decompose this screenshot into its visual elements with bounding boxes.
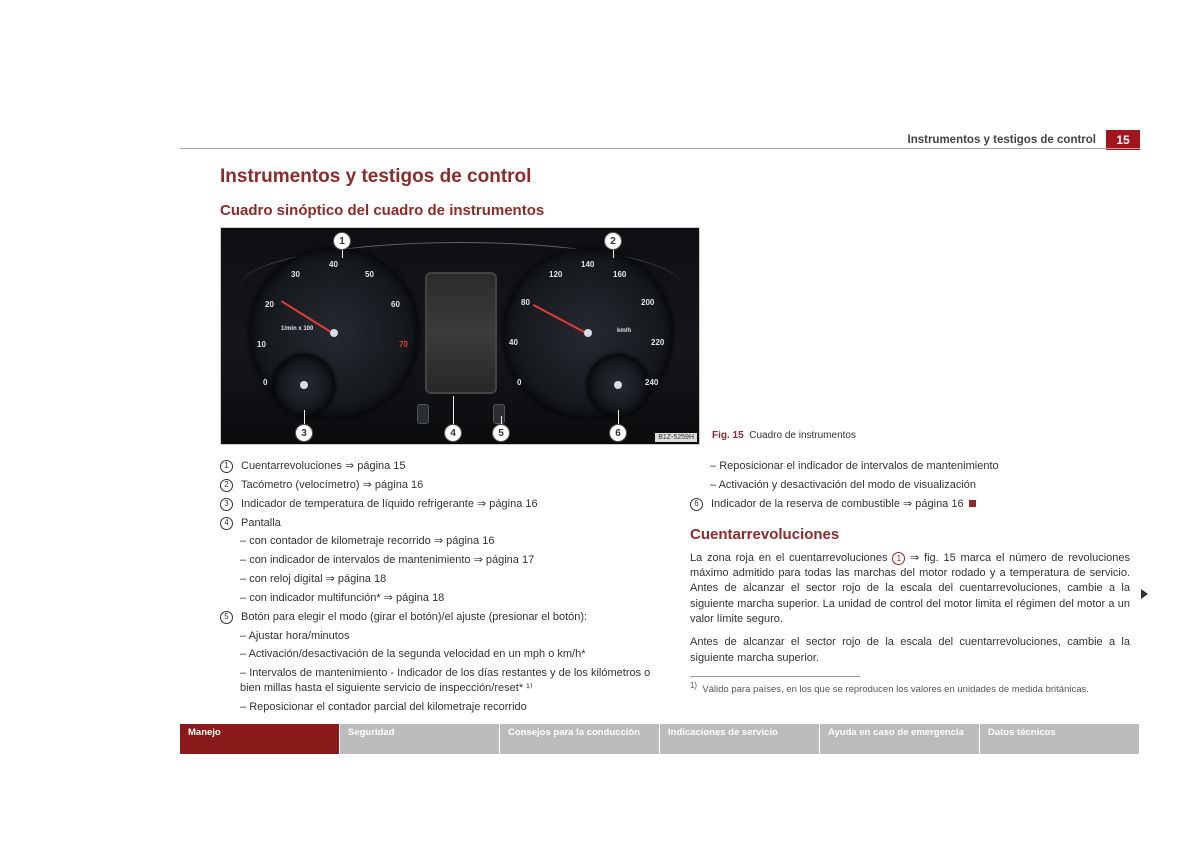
callout-5-marker: 5 <box>492 424 510 442</box>
page-number-badge: 15 <box>1106 130 1140 150</box>
section2-title: Cuentarrevoluciones <box>690 526 1130 543</box>
page-content: Instrumentos y testigos de control Cuadr… <box>220 166 1140 719</box>
header-rule <box>180 148 1140 149</box>
sublist-item: Ajustar hora/minutos <box>240 629 660 644</box>
sublist-item: Activación/desactivación de la segunda v… <box>240 647 660 662</box>
header-section-title: Instrumentos y testigos de control <box>908 134 1097 146</box>
callout-number: 3 <box>220 498 233 511</box>
callout-number: 1 <box>220 460 233 473</box>
tach-tick: 0 <box>263 378 267 387</box>
tach-tick-red: 70 <box>399 340 408 349</box>
speedo-tick: 80 <box>521 298 530 307</box>
footer-tab-bar: Manejo Seguridad Consejos para la conduc… <box>180 724 1140 754</box>
speedo-tick: 220 <box>651 338 664 347</box>
sublist-item: Reposicionar el contador parcial del kil… <box>240 700 660 715</box>
tach-tick: 20 <box>265 300 274 309</box>
figure-caption-prefix: Fig. 15 <box>712 430 744 441</box>
right-column: Reposicionar el indicador de intervalos … <box>690 459 1130 719</box>
tach-tick: 60 <box>391 300 400 309</box>
callout-1-marker: 1 <box>333 232 351 250</box>
figure-caption: Fig. 15 Cuadro de instrumentos <box>712 430 856 445</box>
callout-3-marker: 3 <box>295 424 313 442</box>
footnote-marker: 1) <box>690 681 697 690</box>
page-header: Instrumentos y testigos de control 15 <box>908 130 1141 150</box>
callout-number: 2 <box>220 479 233 492</box>
sublist-item: con indicador multifunción* ⇒ página 18 <box>240 591 660 606</box>
callout-number: 5 <box>220 611 233 624</box>
footer-tab-datos[interactable]: Datos técnicos <box>980 724 1140 754</box>
footnote: 1) Válido para países, en los que se rep… <box>690 681 1130 695</box>
footer-tab-indicaciones[interactable]: Indicaciones de servicio <box>660 724 820 754</box>
instrument-cluster-figure: 0 10 20 30 40 50 60 70 1/min x 100 0 40 … <box>220 227 700 445</box>
callout-list: 6 Indicador de la reserva de combustible … <box>690 497 1130 512</box>
figure-row: 0 10 20 30 40 50 60 70 1/min x 100 0 40 … <box>220 227 1140 445</box>
speedo-tick: 200 <box>641 298 654 307</box>
callout-item: 4 Pantalla <box>220 516 660 531</box>
callout-number: 4 <box>220 517 233 530</box>
sublist-item: con reloj digital ⇒ página 18 <box>240 572 660 587</box>
callout-text: Indicador de temperatura de líquido refr… <box>241 497 538 512</box>
callout-4-marker: 4 <box>444 424 462 442</box>
tach-unit-label: 1/min x 100 <box>281 326 313 332</box>
tach-tick: 50 <box>365 270 374 279</box>
continue-arrow-icon <box>1141 589 1148 599</box>
end-marker-icon <box>969 500 976 507</box>
section2-paragraph-2: Antes de alcanzar el sector rojo de la e… <box>690 635 1130 666</box>
fuel-gauge <box>587 354 649 416</box>
sublist-5-cont: Reposicionar el indicador de intervalos … <box>710 459 1130 493</box>
speedo-tick: 140 <box>581 260 594 269</box>
callout-text: Cuentarrevoluciones ⇒ página 15 <box>241 459 406 474</box>
callout-2-marker: 2 <box>604 232 622 250</box>
p1-lead: La zona roja en el cuentarrevoluciones <box>690 552 892 564</box>
mode-button-left <box>417 404 429 424</box>
callout-list: 5 Botón para elegir el modo (girar el bot… <box>220 610 660 625</box>
callout-6-marker: 6 <box>609 424 627 442</box>
sublist-4: con contador de kilometraje recorrido ⇒ … <box>240 534 660 605</box>
section2-paragraph-1: La zona roja en el cuentarrevoluciones 1… <box>690 551 1130 628</box>
inline-callout-1: 1 <box>892 552 905 565</box>
speedo-tick: 240 <box>645 378 658 387</box>
page-title: Instrumentos y testigos de control <box>220 166 1140 188</box>
sublist-item: con indicador de intervalos de mantenimi… <box>240 553 660 568</box>
callout-item: 5 Botón para elegir el modo (girar el bot… <box>220 610 660 625</box>
tach-tick: 30 <box>291 270 300 279</box>
speedo-tick: 0 <box>517 378 521 387</box>
center-display <box>425 272 497 394</box>
footer-tab-ayuda[interactable]: Ayuda en caso de emergencia <box>820 724 980 754</box>
callout-text: Indicador de la reserva de combustible ⇒… <box>711 498 964 510</box>
left-column: 1 Cuentarrevoluciones ⇒ página 15 2 Tacóme… <box>220 459 660 719</box>
coolant-temp-gauge <box>273 354 335 416</box>
figure-image-id: B1Z-5259H <box>655 433 697 442</box>
mode-button-right <box>493 404 505 424</box>
footer-tab-consejos[interactable]: Consejos para la conducción <box>500 724 660 754</box>
section-title: Cuadro sinóptico del cuadro de instrumen… <box>220 202 1140 219</box>
speedo-tick: 160 <box>613 270 626 279</box>
callout-text: Tacómetro (velocímetro) ⇒ página 16 <box>241 478 423 493</box>
footnote-rule <box>690 676 860 677</box>
sublist-item: Activación y desactivación del modo de v… <box>710 478 1130 493</box>
tachometer-section: Cuentarrevoluciones La zona roja en el c… <box>690 526 1130 667</box>
callout-text: Botón para elegir el modo (girar el botó… <box>241 610 587 625</box>
tach-tick: 40 <box>329 260 338 269</box>
speedo-unit-label: km/h <box>617 328 631 334</box>
speedo-tick: 40 <box>509 338 518 347</box>
sublist-item: Reposicionar el indicador de intervalos … <box>710 459 1130 474</box>
footer-tab-seguridad[interactable]: Seguridad <box>340 724 500 754</box>
footer-tab-manejo[interactable]: Manejo <box>180 724 340 754</box>
callout-item: 6 Indicador de la reserva de combustible … <box>690 497 1130 512</box>
callout-text: Pantalla <box>241 516 281 531</box>
speedo-tick: 120 <box>549 270 562 279</box>
sublist-5: Ajustar hora/minutos Activación/desactiv… <box>240 629 660 715</box>
callout-list: 1 Cuentarrevoluciones ⇒ página 15 2 Tacóme… <box>220 459 660 530</box>
callout-item: 3 Indicador de temperatura de líquido ref… <box>220 497 660 512</box>
callout-number: 6 <box>690 498 703 511</box>
figure-caption-text: Cuadro de instrumentos <box>749 430 856 441</box>
footnote-text: Válido para países, en los que se reprod… <box>702 684 1089 695</box>
two-column-body: 1 Cuentarrevoluciones ⇒ página 15 2 Tacóme… <box>220 459 1140 719</box>
tach-tick: 10 <box>257 340 266 349</box>
sublist-item: Intervalos de mantenimiento - Indicador … <box>240 666 660 696</box>
sublist-item: con contador de kilometraje recorrido ⇒ … <box>240 534 660 549</box>
callout-item: 1 Cuentarrevoluciones ⇒ página 15 <box>220 459 660 474</box>
callout-item: 2 Tacómetro (velocímetro) ⇒ página 16 <box>220 478 660 493</box>
